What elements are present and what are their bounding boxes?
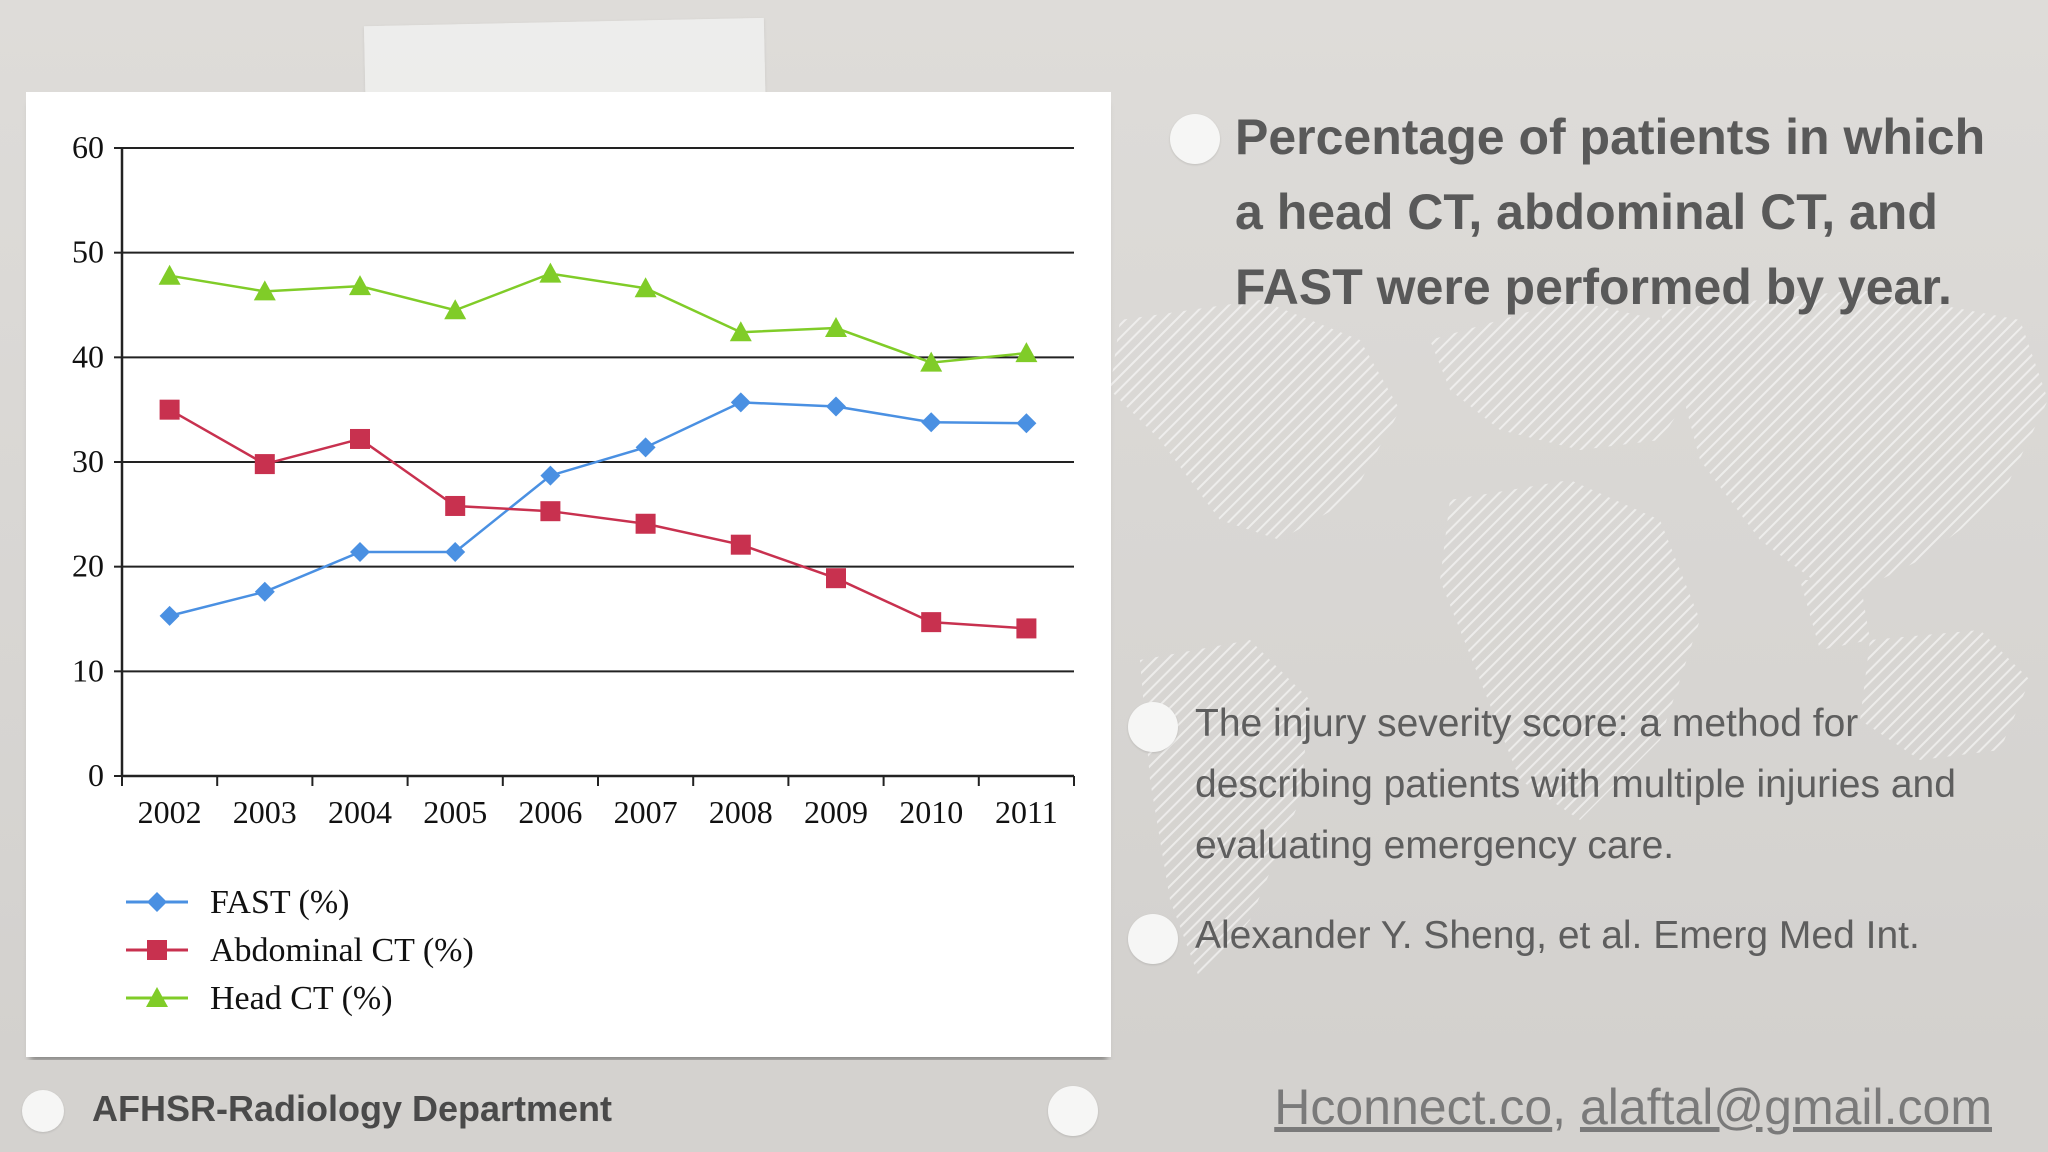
- data-point: [540, 465, 561, 486]
- data-point: [158, 264, 181, 285]
- x-tick-label: 2004: [328, 794, 392, 830]
- data-point: [349, 275, 371, 296]
- department-label: AFHSR-Radiology Department: [92, 1088, 613, 1129]
- chart-card: 0 10 20 30 40 50 60 2002 2003 2004 2005 2006 2007 200…: [26, 92, 1111, 1057]
- data-point: [730, 392, 751, 413]
- data-point: [730, 534, 751, 555]
- data-point: [921, 412, 942, 433]
- x-tick-label: 2006: [518, 794, 582, 830]
- legend-marker-2: [146, 987, 168, 1007]
- data-point: [539, 262, 562, 283]
- data-point: [920, 351, 943, 372]
- legend-label-2: Head CT (%): [210, 980, 393, 1017]
- data-point: [825, 317, 847, 338]
- y-tick-label: 40: [72, 338, 104, 374]
- link-separator: ,: [1552, 1079, 1567, 1135]
- reference-1: The injury severity score: a method for …: [1195, 702, 1956, 867]
- data-point: [159, 605, 180, 626]
- y-tick-label: 10: [72, 652, 104, 688]
- legend-label-0: FAST (%): [210, 884, 349, 921]
- x-tick-label: 2003: [233, 794, 297, 830]
- data-point: [921, 612, 942, 633]
- slide-title: Percentage of patients in which a head C…: [1235, 109, 1986, 315]
- data-point: [254, 454, 275, 475]
- contact-links: Hconnect.co, alaftal@gmail.com: [1274, 1078, 1992, 1136]
- legend-marker-0: [147, 892, 167, 912]
- data-point: [445, 495, 466, 516]
- data-point: [1016, 618, 1037, 639]
- x-tick-label: 2005: [423, 794, 487, 830]
- data-point: [445, 542, 466, 563]
- series-line-1: [168, 408, 1027, 630]
- data-point: [1016, 413, 1037, 434]
- title-bullet: [1170, 114, 1220, 164]
- data-point: [159, 399, 180, 420]
- y-tick-label: 60: [72, 129, 104, 165]
- series-line-2: [169, 272, 1027, 364]
- data-point: [1015, 342, 1038, 363]
- x-tick-label: 2007: [614, 794, 678, 830]
- footer-bullet-middle: [1048, 1086, 1098, 1136]
- data-point: [444, 299, 467, 320]
- data-point: [540, 501, 561, 522]
- data-point: [350, 542, 370, 563]
- data-point: [729, 321, 752, 342]
- line-chart: 0 10 20 30 40 50 60 2002 2003 2004 2005 2006 2007 200…: [72, 129, 1075, 1017]
- x-tick-label: 2011: [995, 794, 1058, 830]
- reference-2: Alexander Y. Sheng, et al. Emerg Med Int…: [1195, 914, 1920, 957]
- y-tick-label: 0: [88, 757, 104, 793]
- hconnect-link[interactable]: Hconnect.co: [1274, 1079, 1553, 1135]
- x-tick-label: 2008: [709, 794, 773, 830]
- email-link[interactable]: alaftal@gmail.com: [1579, 1079, 1992, 1135]
- legend-marker-1: [147, 940, 167, 960]
- data-point: [635, 437, 656, 458]
- legend-label-1: Abdominal CT (%): [210, 932, 474, 969]
- data-point: [826, 396, 846, 417]
- footer-bar: [0, 1060, 2048, 1152]
- x-tick-label: 2010: [899, 794, 963, 830]
- reference-bullet-2: [1128, 914, 1178, 964]
- data-point: [253, 280, 276, 301]
- series-line-0: [169, 401, 1027, 618]
- data-point: [635, 513, 656, 534]
- data-point: [634, 277, 657, 298]
- data-point: [826, 568, 846, 589]
- x-tick-label: 2009: [804, 794, 868, 830]
- y-tick-label: 30: [72, 443, 104, 479]
- footer-bullet-left: [22, 1090, 64, 1132]
- reference-bullet-1: [1128, 702, 1178, 752]
- y-tick-label: 50: [72, 234, 104, 270]
- x-tick-label: 2002: [138, 794, 202, 830]
- data-point: [350, 428, 370, 449]
- data-point: [254, 581, 275, 602]
- y-tick-label: 20: [72, 548, 104, 584]
